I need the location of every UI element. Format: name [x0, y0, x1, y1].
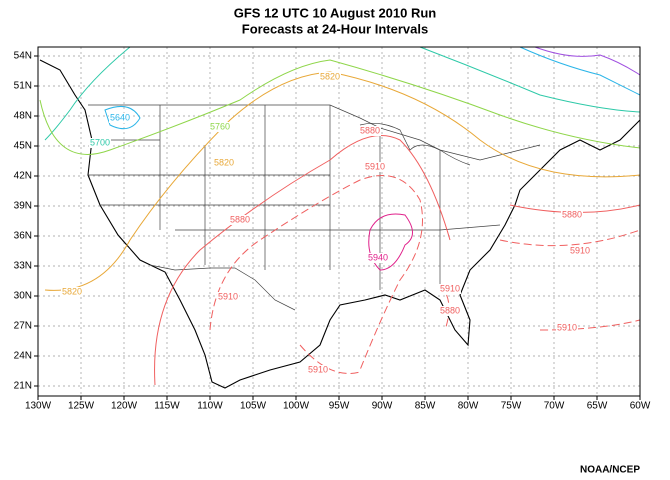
lon-label: 65W — [587, 401, 608, 412]
contour-label-bg — [307, 365, 329, 375]
contour-label: 5910 — [308, 364, 328, 374]
contour-5700-ne — [419, 46, 641, 113]
coastline — [39, 59, 641, 389]
lat-label: 42N — [14, 171, 32, 182]
contour-label-bg — [561, 210, 583, 220]
lon-label: 100W — [283, 401, 310, 412]
contour-label: 5820 — [214, 157, 234, 167]
contour-label: 5910 — [365, 161, 385, 171]
lon-label: 75W — [501, 401, 522, 412]
contour-label-bg — [319, 72, 341, 82]
lat-label: 27N — [14, 321, 32, 332]
contour-label-bg — [364, 162, 386, 172]
contour-label-bg — [213, 158, 235, 168]
contour-label: 5910 — [557, 322, 577, 332]
contour-label-bg — [61, 287, 83, 297]
contour-label: 5700 — [90, 137, 110, 147]
lon-label: 70W — [544, 401, 565, 412]
lon-label: 125W — [68, 401, 95, 412]
lat-label: 36N — [14, 231, 32, 242]
contour-label-bg — [217, 292, 239, 302]
contour-5700 — [44, 46, 131, 141]
lat-label: 33N — [14, 261, 32, 272]
contour-label: 5880 — [440, 305, 460, 315]
lon-label: 110W — [197, 401, 223, 412]
contour-label: 5880 — [360, 125, 380, 135]
contour-5640 — [104, 105, 141, 130]
subtitle: Forecasts at 24-Hour Intervals — [242, 21, 428, 36]
lat-label: 54N — [14, 51, 32, 62]
contour-5580-ne — [534, 46, 641, 76]
contour-label: 5820 — [62, 286, 82, 296]
contour-5760 — [39, 59, 641, 155]
contour-label-bg — [439, 284, 461, 294]
contour-label-bg — [209, 122, 231, 132]
state-lines — [88, 105, 501, 290]
contour-label-bg — [229, 215, 251, 225]
contour-label: 5910 — [570, 245, 590, 255]
lat-label: 45N — [14, 141, 32, 152]
contour-label-bg — [359, 126, 381, 136]
lat-label: 24N — [14, 351, 32, 362]
contour-label: 5880 — [562, 209, 582, 219]
contour-label: 5910 — [440, 283, 460, 293]
contour-5910 — [209, 175, 641, 374]
contour-label-bg — [367, 253, 389, 263]
title: GFS 12 UTC 10 August 2010 Run — [234, 5, 437, 20]
credit: NOAA/NCEP — [580, 465, 640, 476]
lon-label: 85W — [415, 401, 436, 412]
lat-label: 30N — [14, 291, 32, 302]
lon-label: 120W — [111, 401, 138, 412]
contour-label: 5760 — [210, 121, 230, 131]
lat-label: 51N — [14, 81, 32, 92]
contour-label: 5640 — [110, 112, 130, 122]
lat-label: 21N — [14, 381, 32, 392]
contour-label: 5820 — [320, 71, 340, 81]
lon-label: 95W — [329, 401, 350, 412]
contour-5820 — [44, 71, 641, 291]
lon-label: 105W — [240, 401, 267, 412]
lat-label: 48N — [14, 111, 32, 122]
contour-label-bg — [89, 138, 111, 148]
great-lakes — [359, 123, 471, 166]
lat-label: 39N — [14, 201, 32, 212]
us-canada-border — [88, 104, 541, 161]
contour-5640-ne — [519, 46, 641, 96]
contour-label-bg — [556, 323, 578, 333]
contour-label-bg — [109, 113, 131, 123]
land-outlines — [39, 59, 641, 389]
lon-label: 115W — [154, 401, 180, 412]
lon-label: 130W — [25, 401, 52, 412]
labels: 54N 51N 48N 45N 42N 39N 36N 33N 30N 27N 24N 21N 130W… — [14, 51, 651, 412]
lon-label: 60W — [630, 401, 651, 412]
contour-label: 5940 — [368, 252, 388, 262]
us-mexico-border — [149, 264, 296, 311]
lon-label: 80W — [458, 401, 479, 412]
lon-label: 90W — [372, 401, 393, 412]
contour-label: 5880 — [230, 214, 250, 224]
contour-label: 5910 — [218, 291, 238, 301]
contour-label-bg — [439, 306, 461, 316]
contour-label-bg — [569, 246, 591, 256]
